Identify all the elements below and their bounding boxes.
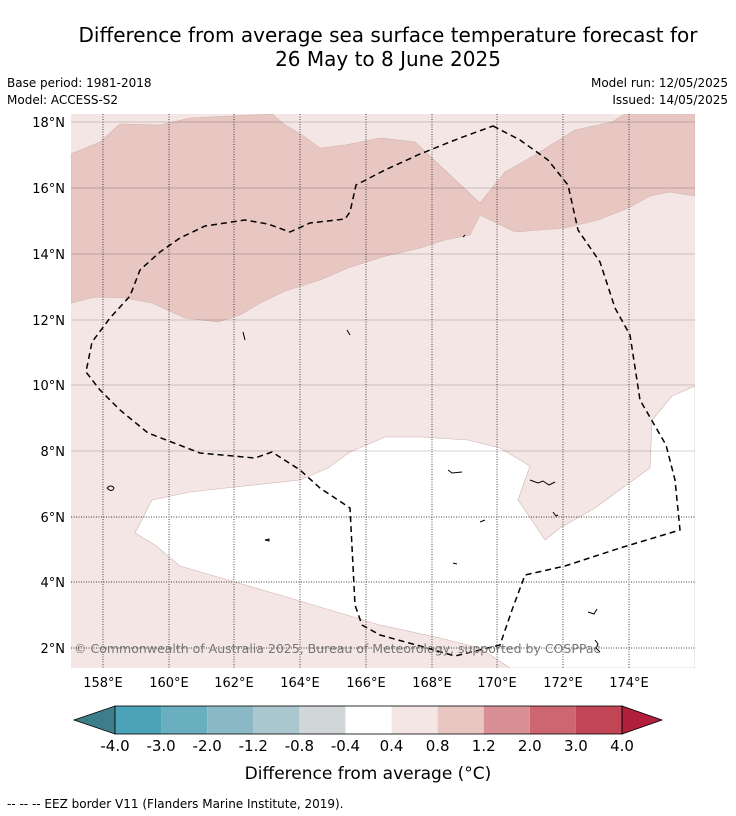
lat-gridlines-dotted	[71, 516, 695, 649]
colorbar-swatch	[207, 706, 254, 734]
lat-label-4n: 4°N	[41, 576, 66, 591]
colorbar-extend-high	[621, 705, 664, 735]
lon-label-164e: 164°E	[280, 676, 320, 691]
colorbar-swatch	[437, 706, 484, 734]
colorbar-tick-label: -2.0	[193, 737, 222, 755]
lat-label-10n: 10°N	[32, 379, 65, 394]
colorbar-swatch	[529, 706, 576, 734]
base-period-text: Base period: 1981-2018	[7, 76, 152, 90]
colorbar-tick-label: 4.0	[610, 737, 634, 755]
island-outlines	[106, 234, 601, 653]
model-text: Model: ACCESS-S2	[7, 93, 119, 107]
copyright-text: © Commonwealth of Australia 2025, Bureau…	[74, 641, 600, 656]
lat-label-6n: 6°N	[41, 511, 66, 526]
lon-label-174e: 174°E	[609, 676, 649, 691]
colorbar-tick-label: -0.4	[331, 737, 360, 755]
lon-label-170e: 170°E	[477, 676, 517, 691]
colorbar-frame	[114, 705, 623, 735]
colorbar-swatch	[299, 706, 346, 734]
colorbar-swatch	[391, 706, 438, 734]
lat-label-2n: 2°N	[41, 642, 66, 657]
eez-legend-text: -- -- -- EEZ border V11 (Flanders Marine…	[7, 797, 344, 811]
anomaly-field-neutral	[134, 385, 695, 668]
colorbar-swatch	[575, 706, 622, 734]
lat-axis-labels: 18°N 16°N 14°N 12°N 10°N 8°N 6°N 4°N 2°N	[32, 116, 65, 657]
lat-label-8n: 8°N	[41, 445, 66, 460]
lat-label-14n: 14°N	[32, 248, 65, 263]
lon-label-162e: 162°E	[214, 676, 254, 691]
colorbar: -4.0 -3.0 -2.0 -1.2 -0.8 -0.4 0.4 0.8 1.2 2.0 3.0 4…	[72, 705, 664, 755]
map-title-line2: 26 May to 8 June 2025	[275, 47, 501, 71]
model-run-text: Model run: 12/05/2025	[590, 76, 728, 90]
colorbar-swatch	[115, 706, 162, 734]
colorbar-swatch	[483, 706, 530, 734]
colorbar-tick-label: 0.4	[380, 737, 404, 755]
anomaly-field-0.8-1.2	[71, 114, 695, 323]
lon-label-166e: 166°E	[346, 676, 386, 691]
colorbar-tick-label: -4.0	[100, 737, 129, 755]
colorbar-tick-label: 2.0	[518, 737, 542, 755]
lat-label-18n: 18°N	[32, 116, 65, 131]
colorbar-tick-label: -0.8	[285, 737, 314, 755]
colorbar-tick-label: -3.0	[146, 737, 175, 755]
colorbar-extend-low	[72, 705, 116, 735]
lon-label-168e: 168°E	[412, 676, 452, 691]
lat-label-16n: 16°N	[32, 182, 65, 197]
colorbar-tick-label: -1.2	[239, 737, 268, 755]
colorbar-tick-label: 3.0	[564, 737, 588, 755]
lat-gridlines	[71, 121, 695, 452]
lat-label-12n: 12°N	[32, 314, 65, 329]
colorbar-swatch	[253, 706, 300, 734]
colorbar-title: Difference from average (°C)	[244, 764, 492, 784]
eez-border	[85, 125, 681, 657]
lon-axis-labels: 158°E 160°E 162°E 164°E 166°E 168°E 170°…	[83, 676, 649, 691]
colorbar-tick-label: 1.2	[472, 737, 496, 755]
map-plot-area	[71, 114, 695, 668]
map-title-line1: Difference from average sea surface temp…	[78, 23, 698, 47]
lon-label-158e: 158°E	[83, 676, 123, 691]
issued-text: Issued: 14/05/2025	[612, 93, 728, 107]
colorbar-tick-label: 0.8	[426, 737, 450, 755]
colorbar-swatch	[345, 706, 392, 734]
lon-label-172e: 172°E	[543, 676, 583, 691]
lon-label-160e: 160°E	[149, 676, 189, 691]
colorbar-swatch	[161, 706, 208, 734]
